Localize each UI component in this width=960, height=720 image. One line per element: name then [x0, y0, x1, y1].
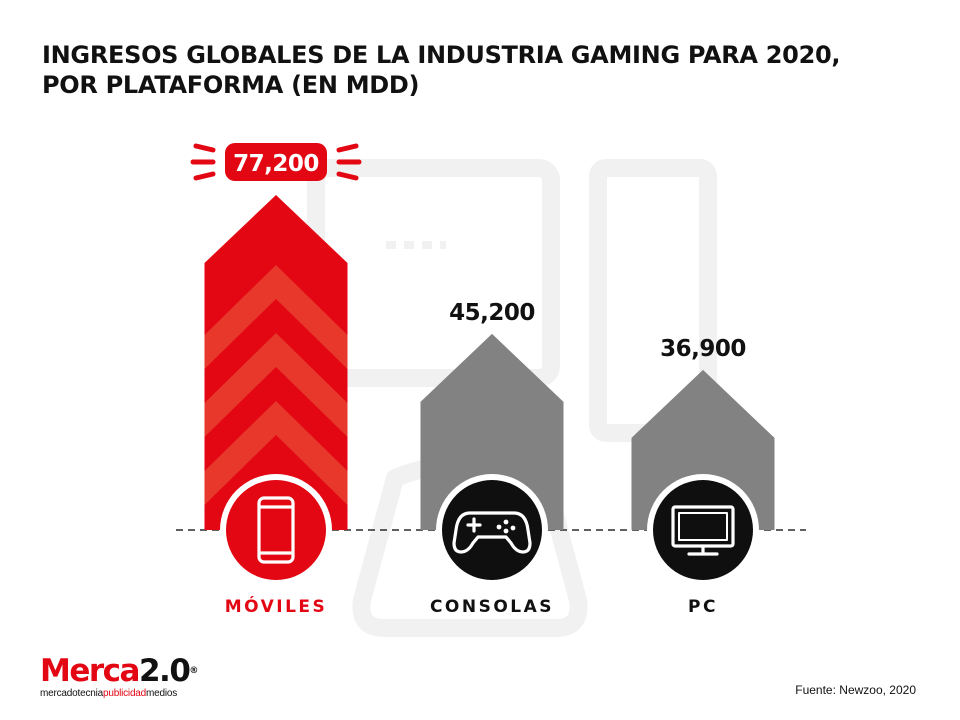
page-title: INGRESOS GLOBALES DE LA INDUSTRIA GAMING… [42, 40, 922, 100]
category-label-3: PC [688, 597, 718, 617]
icon-circle-fill [442, 480, 542, 580]
merca-logo: Merca2.0® mercadotecniapublicidadmedios [40, 655, 198, 699]
logo-merca-text: Merca [40, 653, 140, 689]
icon-circle-fill [653, 480, 753, 580]
gamepad-icon [452, 511, 532, 554]
gamepad-icon-circle [436, 474, 548, 586]
burst-ray [193, 171, 216, 181]
bar-chevron-stripe [204, 333, 348, 437]
bar-1: 77,200 [190, 143, 362, 530]
logo-trademark: ® [189, 666, 199, 676]
watermark-monitor [307, 159, 560, 387]
mobile-phone-icon [257, 496, 295, 564]
bar-2: 45,200 [420, 300, 564, 530]
source-note: Fuente: Newzoo, 2020 [795, 683, 916, 697]
burst-ray [336, 171, 359, 181]
logo-tagline-part-3: medios [146, 688, 178, 699]
logo-number-text: 2.0 [138, 653, 191, 689]
mobile-phone-icon-circle [220, 474, 332, 586]
monitor-icon [671, 505, 735, 556]
value-label-1: 77,200 [233, 151, 319, 177]
category-label-1: MÓVILES [225, 595, 328, 617]
title-line-1: INGRESOS GLOBALES DE LA INDUSTRIA GAMING… [42, 41, 841, 69]
value-label-2: 45,200 [449, 300, 535, 326]
value-label-3: 36,900 [660, 336, 746, 362]
bar-arrow-shape [420, 333, 564, 530]
category-label-2: CONSOLAS [430, 597, 554, 617]
logo-tagline-part-2: publicidad [103, 688, 147, 699]
bar-chevron-stripe [204, 401, 348, 505]
burst-ray [193, 143, 216, 153]
bar-chevron-stripe [204, 265, 348, 369]
title-line-2: POR PLATAFORMA (EN MDD) [42, 71, 420, 99]
monitor-icon-circle [647, 474, 759, 586]
burst-ray [336, 143, 359, 153]
logo-tagline-part-1: mercadotecnia [40, 688, 103, 699]
icon-circle-fill [226, 480, 326, 580]
value-badge [225, 143, 327, 181]
